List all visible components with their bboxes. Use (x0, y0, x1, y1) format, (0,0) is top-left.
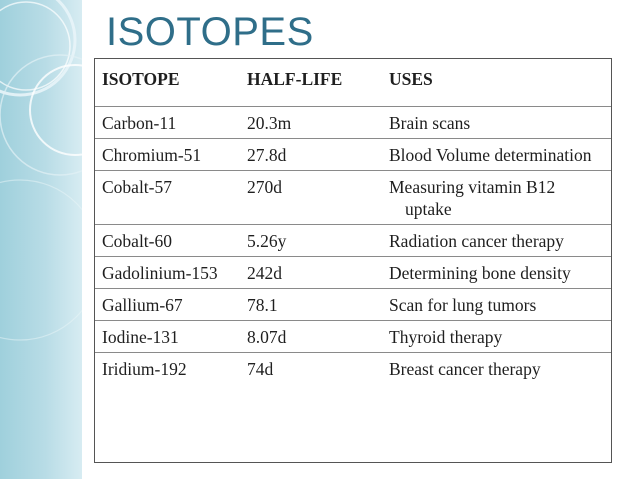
uses-text: Determining bone density (389, 263, 571, 283)
half-life-cell: 242d (240, 256, 382, 289)
uses-cell: Measuring vitamin B12 uptake (382, 170, 611, 225)
half-life-value: 270d (247, 177, 282, 197)
half-life-value: 27.8d (247, 145, 287, 165)
uses-text: Measuring vitamin B12 uptake (389, 177, 556, 219)
isotope-name: Gadolinium-153 (102, 263, 218, 283)
decorative-side-band (0, 0, 82, 479)
half-life-value: 20.3m (247, 113, 292, 133)
half-life-value: 8.07d (247, 327, 287, 347)
page-title: ISOTOPES (106, 10, 314, 54)
header-uses: USES (382, 59, 611, 107)
isotope-table-container: ISOTOPE HALF-LIFE USES Carbon-11 20.3m B… (94, 58, 612, 463)
isotope-name: Iodine-131 (102, 327, 179, 347)
half-life-cell: 8.07d (240, 320, 382, 353)
half-life-value: 78.1 (247, 295, 278, 315)
half-life-cell: 270d (240, 170, 382, 225)
table-row: Cobalt-57 270d Measuring vitamin B12 upt… (95, 170, 611, 225)
isotope-cell: Iridium-192 (95, 353, 240, 385)
table-row: Iodine-131 8.07d Thyroid therapy (95, 320, 611, 353)
uses-text: Scan for lung tumors (389, 295, 537, 315)
isotope-cell: Cobalt-60 (95, 224, 240, 257)
decorative-rings-icon (0, 0, 82, 341)
half-life-cell: 78.1 (240, 288, 382, 321)
header-isotope: ISOTOPE (95, 59, 240, 107)
uses-cell: Thyroid therapy (382, 320, 611, 353)
isotope-cell: Gallium-67 (95, 288, 240, 321)
isotope-cell: Iodine-131 (95, 320, 240, 353)
isotope-name: Gallium-67 (102, 295, 183, 315)
half-life-cell: 5.26y (240, 224, 382, 257)
uses-cell: Scan for lung tumors (382, 288, 611, 321)
isotope-cell: Carbon-11 (95, 106, 240, 139)
table-row: Gadolinium-153 242d Determining bone den… (95, 256, 611, 289)
isotope-cell: Cobalt-57 (95, 170, 240, 225)
uses-cell: Determining bone density (382, 256, 611, 289)
table-row: Chromium-51 27.8d Blood Volume determina… (95, 138, 611, 171)
table-header-row: ISOTOPE HALF-LIFE USES (95, 59, 611, 107)
isotope-name: Cobalt-60 (102, 231, 172, 251)
uses-cell: Brain scans (382, 106, 611, 139)
isotope-name: Iridium-192 (102, 359, 187, 379)
uses-cell: Blood Volume determination (382, 138, 611, 171)
uses-text: Thyroid therapy (389, 327, 503, 347)
half-life-value: 5.26y (247, 231, 287, 251)
isotope-name: Carbon-11 (102, 113, 177, 133)
isotope-cell: Gadolinium-153 (95, 256, 240, 289)
header-half-life: HALF-LIFE (240, 59, 382, 107)
uses-text: Breast cancer therapy (389, 359, 541, 379)
uses-text: Brain scans (389, 113, 471, 133)
half-life-value: 242d (247, 263, 282, 283)
uses-text: Radiation cancer therapy (389, 231, 564, 251)
half-life-cell: 20.3m (240, 106, 382, 139)
half-life-cell: 27.8d (240, 138, 382, 171)
isotope-name: Cobalt-57 (102, 177, 172, 197)
table-row: Carbon-11 20.3m Brain scans (95, 106, 611, 139)
half-life-value: 74d (247, 359, 274, 379)
table-row: Iridium-192 74d Breast cancer therapy (95, 353, 611, 385)
table-row: Gallium-67 78.1 Scan for lung tumors (95, 288, 611, 321)
uses-text: Blood Volume determination (389, 145, 592, 165)
isotope-cell: Chromium-51 (95, 138, 240, 171)
uses-cell: Breast cancer therapy (382, 353, 611, 385)
uses-cell: Radiation cancer therapy (382, 224, 611, 257)
table-row: Cobalt-60 5.26y Radiation cancer therapy (95, 224, 611, 257)
isotope-name: Chromium-51 (102, 145, 202, 165)
half-life-cell: 74d (240, 353, 382, 385)
isotope-table: ISOTOPE HALF-LIFE USES Carbon-11 20.3m B… (95, 59, 611, 384)
